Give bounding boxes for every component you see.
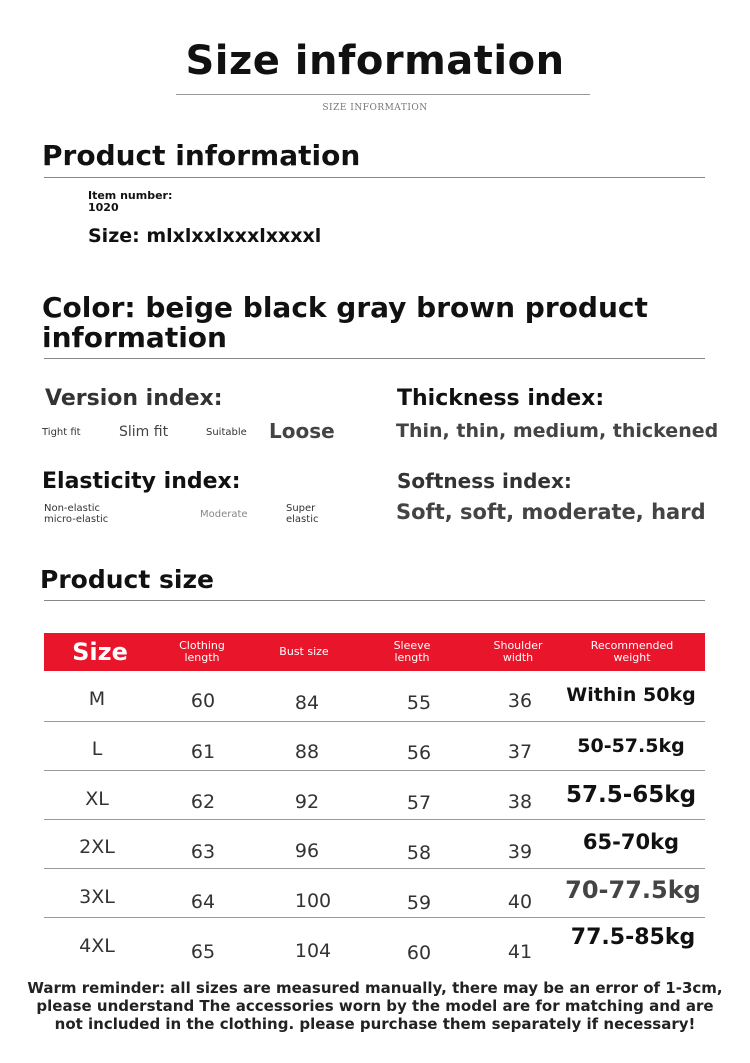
row-sleeve-length: 59	[406, 892, 432, 914]
col-shoulder-width-line2: width	[502, 651, 534, 664]
row-recommended-weight: 50-57.5kg	[577, 735, 685, 757]
color-divider	[44, 358, 705, 359]
size-table-header: Size Clothing length Bust size Sleeve leng…	[44, 633, 705, 671]
warm-reminder-line3: not included in the clothing. please pur…	[54, 1015, 696, 1033]
row-divider	[44, 868, 705, 869]
row-shoulder-width: 36	[507, 690, 533, 712]
row-sleeve-length: 58	[406, 842, 432, 864]
row-recommended-weight: 77.5-85kg	[570, 925, 696, 950]
row-divider	[44, 917, 705, 918]
col-clothing-length-line1: Clothing	[179, 639, 225, 652]
row-clothing-length: 64	[190, 891, 216, 913]
col-sleeve-length-line2: length	[394, 651, 430, 664]
col-sleeve-length-line1: Sleeve	[393, 639, 431, 652]
row-divider	[44, 819, 705, 820]
row-recommended-weight: 57.5-65kg	[565, 782, 697, 808]
row-bust-size: 88	[294, 741, 320, 763]
row-sleeve-length: 55	[406, 692, 432, 714]
row-clothing-length: 65	[190, 941, 216, 963]
row-bust-size: 84	[294, 692, 320, 714]
title-divider	[176, 94, 590, 95]
col-bust-size: Bust size	[279, 645, 329, 658]
warm-reminder: Warm reminder: all sizes are measured ma…	[0, 979, 750, 1033]
row-recommended-weight: Within 50kg	[566, 684, 696, 706]
elasticity-option-super-line1: Super	[286, 503, 316, 514]
thickness-index-title: Thickness index:	[397, 386, 605, 411]
thickness-values: Thin, thin, medium, thickened	[396, 420, 719, 442]
row-divider	[44, 721, 705, 722]
row-clothing-length: 63	[190, 841, 216, 863]
row-sleeve-length: 56	[406, 742, 432, 764]
col-recommended-weight-line1: Recommended	[590, 639, 674, 652]
row-clothing-length: 62	[190, 791, 216, 813]
row-recommended-weight: 70-77.5kg	[565, 876, 701, 904]
row-size: 2XL	[79, 836, 115, 858]
col-clothing-length: Clothing length	[156, 633, 248, 671]
product-size-heading: Product size	[40, 565, 214, 594]
color-line: Color: beige black gray brown product	[42, 291, 648, 324]
product-info-divider	[44, 177, 705, 178]
elasticity-option-non-elastic: Non-elastic micro-elastic	[44, 503, 108, 525]
row-size: 3XL	[79, 886, 115, 908]
row-shoulder-width: 37	[507, 741, 533, 763]
row-shoulder-width: 38	[507, 791, 533, 813]
elasticity-index-title: Elasticity index:	[42, 469, 241, 494]
row-sleeve-length: 57	[406, 792, 432, 814]
version-option-slim: Slim fit	[119, 424, 169, 440]
col-size: Size	[72, 638, 128, 666]
row-size: XL	[85, 788, 109, 810]
col-recommended-weight-line2: weight	[613, 651, 651, 664]
version-option-suitable: Suitable	[206, 427, 247, 438]
col-recommended-weight: Recommended weight	[572, 633, 692, 671]
row-sleeve-length: 60	[406, 942, 432, 964]
softness-index-title: Softness index:	[397, 469, 572, 493]
row-bust-size: 100	[294, 890, 332, 912]
elasticity-option-super: Super elastic	[286, 503, 318, 525]
row-clothing-length: 61	[190, 741, 216, 763]
col-sleeve-length: Sleeve length	[366, 633, 458, 671]
page-subtitle: SIZE INFORMATION	[322, 103, 428, 113]
row-recommended-weight: 65-70kg	[582, 830, 680, 854]
col-shoulder-width: Shoulder width	[472, 633, 564, 671]
elasticity-option-super-line2: elastic	[286, 514, 319, 525]
elasticity-option-non-elastic-line1: Non-elastic	[44, 503, 101, 514]
elasticity-option-moderate: Moderate	[200, 509, 248, 520]
row-bust-size: 92	[294, 791, 320, 813]
size-list: Size: mlxlxxlxxxlxxxxl	[88, 225, 322, 247]
col-clothing-length-line2: length	[184, 651, 220, 664]
row-clothing-length: 60	[190, 690, 216, 712]
item-number-value: 1020	[88, 201, 119, 214]
row-size: M	[88, 688, 106, 710]
row-shoulder-width: 40	[507, 891, 533, 913]
warm-reminder-line1: Warm reminder: all sizes are measured ma…	[27, 979, 723, 997]
product-size-divider	[44, 600, 705, 601]
version-option-loose: Loose	[269, 419, 335, 443]
version-index-title: Version index:	[45, 386, 223, 411]
row-size: L	[91, 738, 103, 760]
softness-values: Soft, soft, moderate, hard	[396, 500, 706, 524]
version-option-tight: Tight fit	[42, 427, 81, 438]
row-bust-size: 96	[294, 840, 320, 862]
item-number-label: Item number:	[88, 189, 173, 202]
row-size: 4XL	[79, 935, 115, 957]
row-shoulder-width: 39	[507, 841, 533, 863]
row-divider	[44, 770, 705, 771]
col-shoulder-width-line1: Shoulder	[493, 639, 543, 652]
warm-reminder-line2: please understand The accessories worn b…	[36, 997, 714, 1015]
page-title: Size information	[185, 38, 565, 84]
color-line-2: information	[42, 321, 227, 354]
row-bust-size: 104	[294, 940, 332, 962]
product-info-heading: Product information	[42, 139, 361, 172]
elasticity-option-non-elastic-line2: micro-elastic	[44, 514, 109, 525]
row-shoulder-width: 41	[507, 941, 533, 963]
